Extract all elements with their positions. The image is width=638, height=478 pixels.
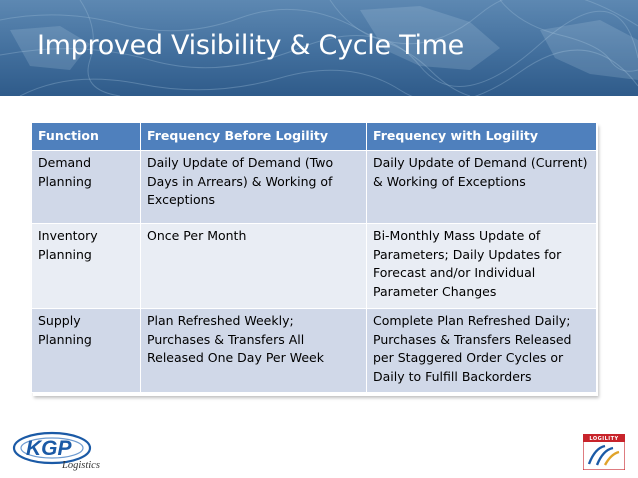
cell-before: Once Per Month — [140, 223, 367, 309]
header-function: Function — [31, 122, 141, 151]
cell-with: Complete Plan Refreshed Daily; Purchases… — [366, 308, 597, 393]
cell-before: Daily Update of Demand (Two Days in Arre… — [140, 150, 367, 224]
header-frequency-before: Frequency Before Logility — [140, 122, 367, 151]
cell-function: Demand Planning — [31, 150, 141, 224]
cell-before: Plan Refreshed Weekly; Purchases & Trans… — [140, 308, 367, 393]
cell-with: Daily Update of Demand (Current) & Worki… — [366, 150, 597, 224]
frequency-table: Function Frequency Before Logility Frequ… — [31, 122, 597, 393]
cell-with: Bi-Monthly Mass Update of Parameters; Da… — [366, 223, 597, 309]
kgp-logistics-logo: KGP Logistics — [12, 431, 100, 471]
cell-function: Inventory Planning — [31, 223, 141, 309]
table-header-row: Function Frequency Before Logility Frequ… — [31, 122, 597, 151]
logility-logo: LOGILITY — [583, 434, 625, 470]
table-row: Demand Planning Daily Update of Demand (… — [31, 150, 597, 224]
cell-function: Supply Planning — [31, 308, 141, 393]
logility-brand-text: LOGILITY — [589, 436, 618, 442]
header-frequency-with: Frequency with Logility — [366, 122, 597, 151]
table-row: Supply Planning Plan Refreshed Weekly; P… — [31, 308, 597, 393]
kgp-subtitle-text: Logistics — [61, 460, 100, 471]
slide-title: Improved Visibility & Cycle Time — [37, 30, 464, 61]
title-banner: Improved Visibility & Cycle Time — [0, 0, 638, 96]
table-row: Inventory Planning Once Per Month Bi-Mon… — [31, 223, 597, 309]
map-texture — [0, 0, 638, 96]
kgp-brand-text: KGP — [26, 437, 73, 460]
